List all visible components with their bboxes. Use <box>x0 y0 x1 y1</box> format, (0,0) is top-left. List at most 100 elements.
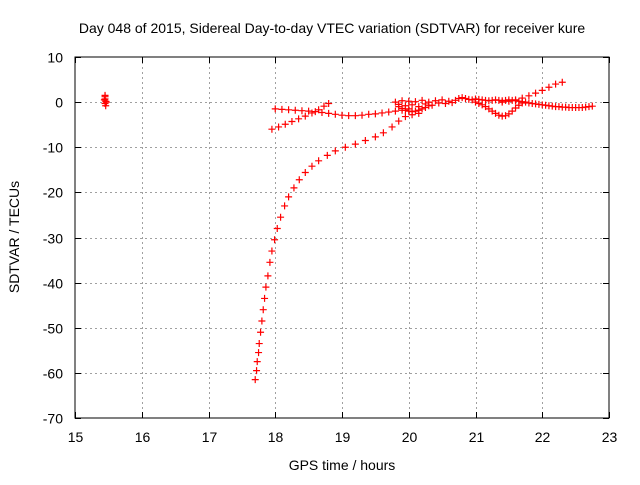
data-point <box>472 98 479 106</box>
data-point <box>255 349 263 357</box>
data-point <box>301 112 309 120</box>
data-point <box>285 106 293 114</box>
tick-labels-layer: 15 16 17 18 19 20 21 22 23 -70 -60 -50 -40 -30 -20 -10 0… <box>43 50 618 446</box>
data-point <box>308 109 316 117</box>
data-point <box>498 98 506 106</box>
x-tick-label: 15 <box>68 429 84 445</box>
y-tick-label: -10 <box>43 140 63 156</box>
data-point <box>268 247 276 255</box>
data-point <box>365 110 373 118</box>
data-point <box>379 129 387 137</box>
x-tick-label: 21 <box>469 429 485 445</box>
data-point <box>388 123 396 131</box>
y-tick-label: -50 <box>43 321 63 337</box>
data-point <box>475 99 483 107</box>
data-point <box>418 105 426 113</box>
series-late-rise <box>498 78 566 106</box>
y-tick-label: 10 <box>47 50 63 66</box>
ticks-layer <box>75 57 610 419</box>
data-point <box>255 340 263 348</box>
data-point <box>391 107 399 115</box>
data-point <box>323 151 331 159</box>
grid-layer <box>75 57 609 418</box>
data-point <box>512 96 520 104</box>
data-point <box>358 111 366 119</box>
data-point <box>325 109 333 117</box>
series-rising-segment <box>268 99 333 133</box>
data-point <box>455 95 463 103</box>
data-point <box>445 97 453 105</box>
data-point <box>371 110 379 118</box>
x-tick-label: 23 <box>602 429 618 445</box>
data-point <box>102 102 110 110</box>
x-tick-label: 19 <box>335 429 351 445</box>
data-point <box>478 101 486 109</box>
data-point <box>259 306 267 314</box>
data-point <box>325 99 333 107</box>
data-point <box>266 258 274 266</box>
x-tick-label: 20 <box>402 429 418 445</box>
data-point <box>262 283 270 291</box>
series-dip-loop <box>472 98 526 120</box>
y-tick-label: -40 <box>43 276 63 292</box>
series-isolated-cluster <box>100 91 110 110</box>
data-point <box>102 98 110 106</box>
data-point <box>401 113 409 121</box>
data-point <box>395 117 403 125</box>
data-point <box>251 376 259 384</box>
series-recovery-arc <box>251 109 423 384</box>
data-point <box>558 78 566 86</box>
data-point <box>341 143 349 151</box>
data-point <box>538 86 546 94</box>
data-point <box>278 105 286 113</box>
data-point <box>425 102 433 110</box>
data-point <box>288 118 296 126</box>
data-point <box>101 91 109 99</box>
data-point <box>290 184 298 192</box>
data-point <box>502 112 510 120</box>
data-point <box>405 97 413 105</box>
data-point <box>281 120 289 128</box>
data-point <box>411 107 419 115</box>
data-point <box>522 98 530 106</box>
data-point <box>318 109 326 117</box>
data-point <box>461 95 469 103</box>
data-point <box>525 92 533 100</box>
data-point <box>271 105 279 113</box>
data-point <box>311 108 319 116</box>
data-point <box>258 317 266 325</box>
data-point <box>435 99 443 107</box>
data-point <box>271 236 279 244</box>
data-point <box>371 133 379 141</box>
data-point <box>301 169 309 177</box>
data-point <box>545 83 553 91</box>
data-point <box>305 107 313 115</box>
x-tick-label: 18 <box>268 429 284 445</box>
data-point <box>361 136 369 144</box>
data-point <box>295 176 303 184</box>
x-tick-label: 22 <box>535 429 551 445</box>
data-point <box>438 96 446 104</box>
data-point <box>458 94 466 102</box>
data-point <box>320 102 328 110</box>
data-point <box>345 112 353 120</box>
data-point <box>285 193 293 201</box>
y-tick-label: -70 <box>43 411 63 427</box>
y-tick-label: -30 <box>43 231 63 247</box>
data-point <box>291 106 299 114</box>
data-point <box>338 111 346 119</box>
x-axis-label: GPS time / hours <box>289 457 396 473</box>
data-point <box>505 97 513 105</box>
data-point <box>532 89 540 97</box>
data-point <box>253 367 261 375</box>
chart-title: Day 048 of 2015, Sidereal Day-to-day VTE… <box>79 20 585 36</box>
data-point <box>281 202 289 210</box>
data-point <box>295 115 303 123</box>
data-point <box>495 111 503 119</box>
data-point <box>411 98 419 106</box>
data-point <box>253 358 261 366</box>
data-point <box>408 101 416 109</box>
data-point <box>351 112 359 120</box>
points-layer <box>100 78 596 384</box>
